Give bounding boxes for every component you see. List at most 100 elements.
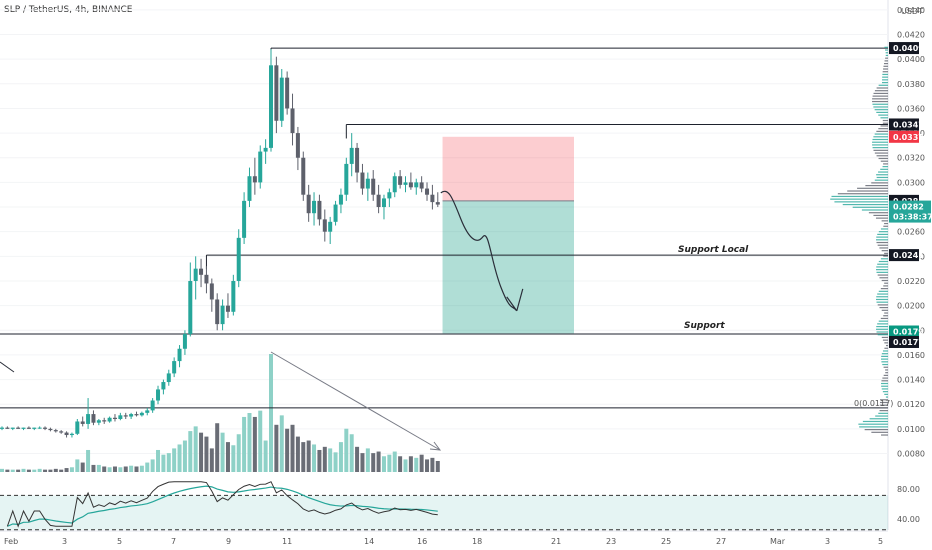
profile-bin: [876, 111, 888, 113]
candle-body-63: [338, 194, 343, 205]
profile-bin: [882, 166, 888, 168]
profile-bin: [880, 125, 888, 127]
profile-bin: [882, 81, 888, 84]
profile-bin: [877, 304, 888, 306]
volume-trend-arrowhead: [429, 441, 442, 451]
tag-resistance: 0.0347: [889, 118, 924, 131]
candle-body-80: [430, 194, 435, 203]
profile-bin: [883, 62, 888, 65]
profile-bin: [882, 73, 888, 76]
volume-trend-line[interactable]: [270, 351, 441, 451]
support-label: Support: [684, 321, 725, 331]
volume-bar-55: [295, 436, 300, 472]
horizontal-levels[interactable]: [0, 47, 888, 409]
stop-loss-zone[interactable]: [442, 136, 574, 201]
profile-bin: [877, 323, 888, 325]
profile-bin: [881, 358, 888, 360]
profile-bin: [882, 350, 888, 352]
candle-body-53: [285, 77, 290, 109]
profile-bin: [880, 117, 888, 119]
profile-bin: [872, 100, 888, 103]
candle-body-3: [16, 427, 21, 429]
rsi-ma-line: [7, 485, 438, 527]
time-axis[interactable]: Feb 3 5 7 9 11 14 16 18 21 23 25 27 Mar 3 5: [0, 530, 888, 546]
candle-body-31: [166, 373, 171, 383]
time-tick-6: 14: [364, 537, 374, 546]
tag-high-line: 0.0409: [889, 42, 924, 55]
profile-bin: [874, 133, 888, 135]
price-tick-18: 0.0080: [897, 450, 925, 459]
volume-bar-62: [333, 452, 338, 472]
candle-body-18: [96, 420, 101, 423]
candle-body-43: [231, 280, 236, 312]
volume-bar-7: [37, 468, 42, 472]
profile-bin: [842, 203, 888, 206]
position-tool[interactable]: [442, 136, 574, 334]
take-profit-zone[interactable]: [442, 200, 574, 334]
candle-body-7: [37, 427, 42, 429]
svg-text:0.0177: 0.0177: [893, 338, 924, 347]
volume-bar-61: [328, 448, 333, 472]
volume-bar-24: [129, 465, 134, 472]
candle-body-5: [26, 427, 31, 429]
profile-bin: [885, 369, 888, 371]
candle-body-51: [274, 65, 279, 121]
candle-body-30: [161, 382, 166, 390]
profile-bin: [872, 141, 888, 143]
profile-bin: [831, 195, 888, 198]
candle-body-45: [242, 200, 247, 238]
time-tick-14: 3: [825, 537, 830, 546]
profile-bin: [882, 339, 888, 341]
rsi-pane[interactable]: 80.00 40.00: [0, 481, 920, 531]
time-tick-3: 7: [171, 537, 176, 546]
volume-bar-76: [408, 456, 413, 472]
candle-body-72: [387, 192, 392, 199]
time-tick-5: 11: [282, 537, 292, 546]
candle-body-64: [344, 163, 349, 195]
profile-bin: [873, 214, 888, 217]
profile-bin: [882, 377, 888, 379]
profile-bin: [880, 317, 888, 320]
profile-bin: [862, 420, 888, 423]
candle-body-8: [43, 427, 48, 429]
price-tags: 0.0409 0.0347 0.0337 0.0285 0.028203:38:…: [889, 42, 932, 348]
time-tick-1: 3: [62, 537, 67, 546]
candle-body-15: [80, 421, 85, 424]
candlesticks: [0, 49, 440, 438]
drawings[interactable]: [0, 190, 524, 451]
left-trend-stub: [0, 361, 15, 373]
profile-bin: [885, 49, 888, 51]
volume-bar-50: [269, 354, 273, 472]
volume-bar-47: [252, 416, 257, 472]
profile-bin: [881, 361, 888, 363]
profile-bin: [884, 60, 888, 62]
profile-bin: [876, 241, 888, 244]
profile-bin: [883, 374, 888, 376]
time-tick-9: 21: [551, 537, 561, 546]
volume-bar-22: [118, 467, 123, 472]
volume-bar-21: [112, 466, 117, 472]
profile-bin: [876, 301, 888, 303]
profile-bin: [874, 179, 888, 181]
profile-bin: [878, 320, 888, 322]
profile-bin: [864, 429, 888, 431]
profile-bin: [884, 393, 888, 395]
profile-bin: [881, 309, 888, 311]
candle-body-60: [322, 219, 327, 232]
candle-body-46: [247, 176, 252, 201]
profile-bin: [883, 255, 888, 257]
time-tick-8: 18: [472, 537, 482, 546]
volume-bar-71: [381, 456, 386, 472]
price-tick-3: 0.0380: [897, 80, 925, 89]
tag-support-upper: 0.0179: [889, 325, 924, 338]
candle-body-50: [269, 65, 273, 148]
profile-bin: [881, 353, 888, 355]
svg-text:03:38:37: 03:38:37: [893, 213, 932, 222]
profile-bin: [882, 363, 888, 366]
profile-bin: [879, 277, 888, 279]
price-tick-2: 0.0400: [897, 55, 925, 64]
tag-support: 0.0177: [889, 335, 924, 348]
